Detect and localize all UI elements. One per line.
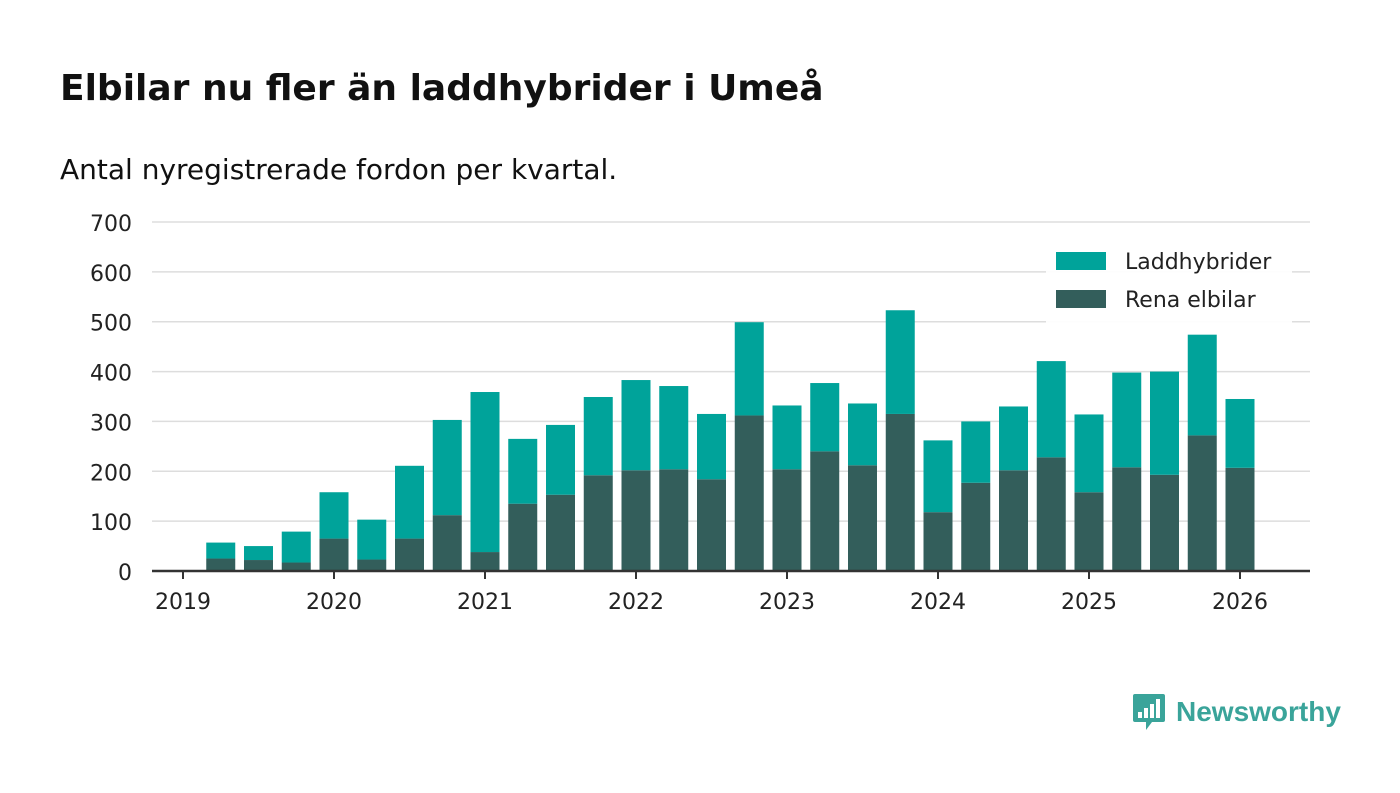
x-tick-label: 2022 <box>608 590 664 615</box>
y-tick-label: 400 <box>90 362 132 387</box>
bar-laddhybrider <box>1112 372 1142 468</box>
bar-rena-elbilar <box>923 512 953 571</box>
bar-rena-elbilar <box>1225 467 1255 571</box>
chart-subtitle: Antal nyregistrerade fordon per kvartal. <box>60 153 618 186</box>
bar-laddhybrider <box>206 542 236 559</box>
bar-rena-elbilar <box>583 475 613 571</box>
bar-rena-elbilar <box>1187 435 1217 571</box>
bar-laddhybrider <box>395 465 424 539</box>
x-tick-label: 2020 <box>306 590 362 615</box>
bar-rena-elbilar <box>432 515 462 571</box>
bar-rena-elbilar <box>621 470 651 571</box>
bar-laddhybrider <box>999 406 1028 471</box>
legend-swatch <box>1056 252 1106 270</box>
bar-rena-elbilar <box>999 470 1028 571</box>
x-tick-label: 2019 <box>155 590 211 615</box>
bar-laddhybrider <box>244 546 273 561</box>
bar-rena-elbilar <box>810 451 840 571</box>
bar-laddhybrider <box>697 413 726 480</box>
bar-laddhybrider <box>885 310 915 414</box>
x-tick-label: 2025 <box>1061 590 1117 615</box>
y-tick-label: 500 <box>90 312 132 337</box>
bar-laddhybrider <box>1036 361 1066 458</box>
bar-rena-elbilar <box>1150 474 1179 571</box>
legend-swatch <box>1056 290 1106 308</box>
bar-laddhybrider <box>432 419 462 516</box>
y-tick-label: 600 <box>90 262 132 287</box>
bar-laddhybrider <box>659 386 689 470</box>
bar-laddhybrider <box>1187 334 1217 436</box>
bars <box>206 310 1255 571</box>
bar-laddhybrider <box>281 531 311 563</box>
bar-laddhybrider <box>621 380 651 471</box>
bar-rena-elbilar <box>281 562 311 571</box>
bar-rena-elbilar <box>357 559 387 571</box>
bar-rena-elbilar <box>470 552 500 571</box>
bar-rena-elbilar <box>885 413 915 571</box>
bar-laddhybrider <box>923 440 953 513</box>
bar-rena-elbilar <box>244 560 273 571</box>
brand-name: Newsworthy <box>1176 696 1341 727</box>
bar-laddhybrider <box>508 438 538 504</box>
bar-laddhybrider <box>810 383 840 452</box>
y-tick-label: 300 <box>90 411 132 436</box>
bar-rena-elbilar <box>206 558 236 571</box>
legend-label: Laddhybrider <box>1125 250 1272 275</box>
bar-laddhybrider <box>319 492 349 539</box>
bar-laddhybrider <box>1074 414 1104 493</box>
bar-laddhybrider <box>772 405 802 470</box>
bar-rena-elbilar <box>1036 457 1066 571</box>
bar-laddhybrider <box>583 396 613 476</box>
y-tick-label: 0 <box>118 561 132 586</box>
y-tick-label: 700 <box>90 212 132 237</box>
bar-rena-elbilar <box>772 469 802 571</box>
bar-rena-elbilar <box>546 494 575 571</box>
bar-laddhybrider <box>357 519 387 560</box>
bar-laddhybrider <box>470 392 500 553</box>
legend: Laddhybrider Rena elbilar <box>1046 240 1292 324</box>
y-axis-ticks: 0 100 200 300 400 500 600 700 <box>90 212 132 586</box>
bar-rena-elbilar <box>319 538 349 571</box>
bar-rena-elbilar <box>659 469 689 571</box>
bar-rena-elbilar <box>734 415 764 571</box>
bar-laddhybrider <box>1225 398 1255 468</box>
bar-rena-elbilar <box>1112 467 1142 571</box>
bar-rena-elbilar <box>1074 492 1104 571</box>
brand: Newsworthy <box>1132 690 1341 734</box>
y-tick-label: 100 <box>90 511 132 536</box>
x-axis-ticks: 2019 2020 2021 2022 2023 2024 2025 2026 <box>155 571 1268 615</box>
legend-label: Rena elbilar <box>1125 288 1257 313</box>
bar-rena-elbilar <box>395 538 424 571</box>
bar-rena-elbilar <box>848 465 877 571</box>
newsworthy-logo-icon <box>1133 694 1165 730</box>
bar-laddhybrider <box>848 403 877 466</box>
y-tick-label: 200 <box>90 461 132 486</box>
x-tick-label: 2023 <box>759 590 815 615</box>
bar-laddhybrider <box>1150 371 1179 475</box>
bar-laddhybrider <box>961 421 991 483</box>
bar-rena-elbilar <box>961 482 991 571</box>
bar-laddhybrider <box>546 424 575 495</box>
bar-laddhybrider <box>734 322 764 416</box>
x-tick-label: 2024 <box>910 590 966 615</box>
x-tick-label: 2021 <box>457 590 513 615</box>
x-tick-label: 2026 <box>1212 590 1268 615</box>
chart-title: Elbilar nu fler än laddhybrider i Umeå <box>60 68 824 109</box>
bar-rena-elbilar <box>697 479 726 571</box>
bar-rena-elbilar <box>508 503 538 571</box>
